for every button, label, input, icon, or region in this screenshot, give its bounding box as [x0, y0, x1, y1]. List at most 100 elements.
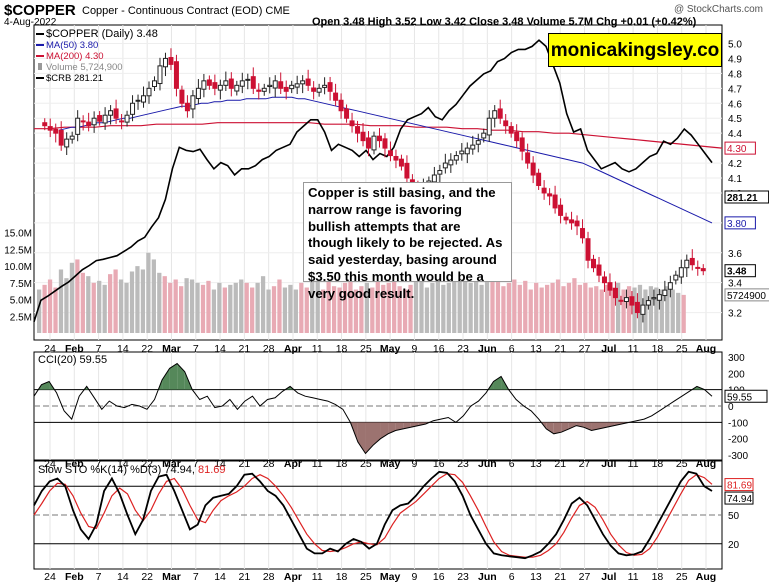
volume-bar	[413, 280, 419, 333]
legend-entry: $CRB 281.21	[46, 73, 103, 84]
date-label: 22	[141, 458, 153, 470]
date-label: 25	[360, 458, 372, 470]
candle-body	[47, 126, 53, 131]
candle-body	[97, 115, 103, 122]
volume-bar	[162, 276, 167, 333]
cci-tick-label: 200	[728, 369, 745, 380]
price-tick-label: 3.6	[728, 249, 742, 260]
candle-body	[256, 89, 262, 92]
candle-body	[278, 81, 284, 89]
date-label: 18	[336, 458, 348, 470]
volume-bar	[566, 282, 572, 333]
price-tick-label: 4.7	[728, 84, 742, 95]
sto-d-line	[33, 473, 713, 558]
candle-body	[404, 162, 410, 179]
sto-legend-k: 74.94,	[164, 464, 198, 476]
volume-bar	[321, 289, 326, 333]
candle-body	[453, 155, 459, 161]
volume-bar	[468, 282, 473, 333]
date-label: 13	[530, 458, 542, 470]
candle-body	[634, 301, 640, 314]
candle-body	[558, 204, 564, 216]
price-tick-label: 4.9	[728, 54, 742, 65]
date-label: 16	[433, 343, 445, 355]
date-label: 22	[141, 343, 153, 355]
volume-bar	[102, 284, 107, 333]
volume-bar	[108, 274, 113, 333]
volume-bar	[528, 289, 533, 333]
cci-fill-segment	[410, 422, 419, 428]
volume-bar	[282, 287, 288, 333]
candle-body	[464, 147, 470, 155]
sto-tick-label: 50	[728, 511, 740, 522]
candle-body	[607, 282, 613, 291]
volume-bar	[665, 286, 670, 333]
date-label: 7	[96, 343, 102, 355]
cci-fill-segment	[41, 381, 50, 390]
sto-k-tag	[724, 491, 754, 505]
cci-axis: 3002001000-100-200-300	[34, 353, 748, 462]
volume-bar	[233, 282, 238, 333]
candle-body	[58, 129, 64, 146]
cci-fill-segment	[583, 422, 592, 431]
date-label: 25	[360, 571, 372, 583]
candle-body	[267, 84, 273, 88]
candle-body	[190, 95, 196, 110]
volume-bar	[441, 284, 446, 333]
value-tag-label: 3.80	[727, 219, 747, 230]
volume-bar	[337, 287, 342, 333]
date-label: Jun	[478, 343, 497, 355]
date-label: 7	[193, 571, 199, 583]
date-label: 11	[628, 343, 639, 355]
volume-bar	[626, 286, 632, 333]
date-label: Jul	[601, 571, 616, 583]
date-label: 21	[554, 571, 566, 583]
candle-body	[135, 99, 141, 102]
date-label: 22	[141, 571, 153, 583]
volume-bar	[484, 276, 490, 333]
date-label: 14	[214, 343, 226, 355]
volume-bar	[555, 279, 561, 333]
cci-tick-label: -300	[728, 451, 748, 462]
candle-body	[612, 287, 618, 299]
volume-bar	[179, 286, 184, 333]
date-label: Jul	[601, 458, 616, 470]
candle-body	[591, 258, 597, 269]
volume-bar	[463, 276, 468, 333]
candle-body	[344, 108, 350, 119]
date-label: Jun	[478, 571, 497, 583]
candle-body	[547, 193, 553, 197]
volume-bar	[250, 287, 255, 333]
candle-body	[437, 170, 443, 175]
date-label: 14	[214, 571, 226, 583]
candle-body	[536, 172, 542, 186]
candle-body	[623, 297, 629, 303]
candle-body	[234, 84, 240, 92]
candle-body	[333, 92, 339, 101]
value-tag-label: 4.30	[727, 144, 747, 155]
volume-bar	[561, 286, 566, 333]
cci-fill-segment	[373, 422, 381, 446]
date-label: 7	[96, 458, 102, 470]
sto-legend-d: 81.69	[198, 464, 226, 476]
candle-body	[223, 80, 229, 86]
candle-body	[300, 80, 306, 85]
price-tick-label: 3.2	[728, 309, 742, 320]
volume-bar	[310, 280, 315, 333]
volume-bar	[271, 286, 277, 333]
value-tag	[724, 141, 756, 155]
price-tick-label: 4.8	[728, 69, 742, 80]
date-label: 21	[239, 343, 251, 355]
brand-banner: monicakingsley.co	[548, 33, 722, 67]
cci-fill-segment	[162, 368, 170, 390]
volume-bar	[621, 289, 626, 333]
cci-tick-label: -200	[728, 435, 748, 446]
volume-bar	[457, 272, 462, 333]
volume-bar	[599, 289, 604, 333]
volume-bar	[64, 278, 69, 333]
volume-tick-label: 2.5M	[10, 312, 32, 323]
candle-body	[651, 297, 657, 300]
candle-body	[398, 158, 404, 167]
candle-body	[124, 114, 130, 123]
